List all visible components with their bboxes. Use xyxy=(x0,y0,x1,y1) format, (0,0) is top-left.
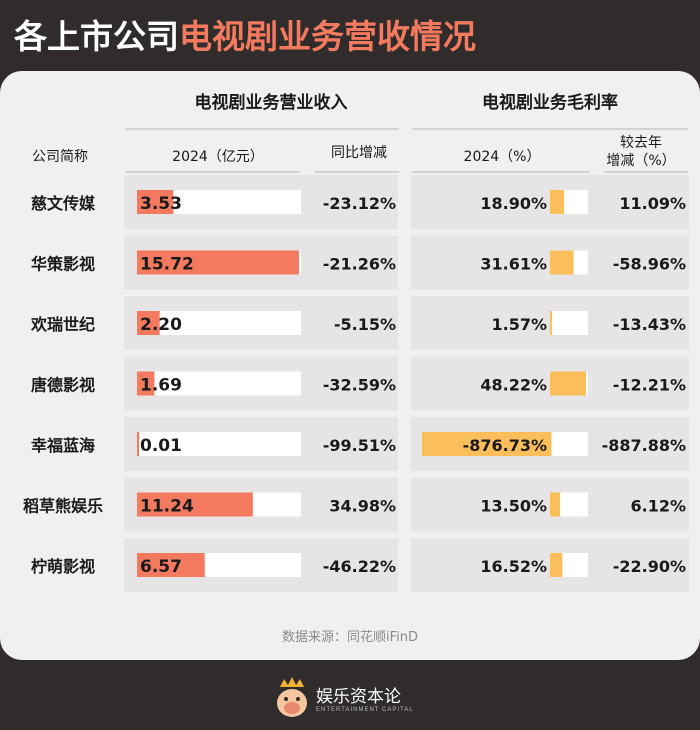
revenue-change-value: -32.59% xyxy=(323,376,396,395)
title-orange-part: 电视剧业务营收情况 xyxy=(179,17,476,56)
revenue-change-column-header: 同比增减 xyxy=(331,145,387,161)
revenue-bar xyxy=(137,553,205,577)
margin-bar-track xyxy=(550,311,588,335)
margin-change-header-line2: 增减（%） xyxy=(606,153,675,169)
margin-value: 1.57% xyxy=(491,315,547,334)
revenue-value: 0.01 xyxy=(140,436,182,456)
revenue-value: 6.57 xyxy=(140,557,182,577)
revenue-value: 15.72 xyxy=(140,255,194,275)
revenue-group-header: 电视剧业务营业收入 xyxy=(195,92,348,113)
revenue-bar xyxy=(137,190,174,214)
revenue-value: 1.69 xyxy=(140,376,182,396)
footer-brand: 娱乐资本论 ENTERTAINMENT CAPITAL xyxy=(316,682,414,713)
margin-bar xyxy=(550,311,552,335)
revenue-change-value: 34.98% xyxy=(329,497,396,516)
mascot-logo-icon xyxy=(277,677,307,717)
margin-value: -876.73% xyxy=(463,436,547,455)
revenue-value: 2.20 xyxy=(140,315,182,335)
page-title: 各上市公司电视剧业务营收情况 xyxy=(14,10,476,64)
company-name: 华策影视 xyxy=(31,255,95,274)
margin-bar xyxy=(550,371,586,396)
company-name: 柠萌影视 xyxy=(31,557,95,576)
margin-column-header: 2024（%） xyxy=(464,149,541,165)
table-card: 电视剧业务营业收入 电视剧业务毛利率公司简称 2024（亿元） 同比增减 2024（%）… xyxy=(0,71,700,660)
revenue-bar xyxy=(137,492,253,517)
revenue-bar-track xyxy=(137,432,301,456)
margin-value: 18.90% xyxy=(480,194,547,213)
revenue-bar-track xyxy=(137,311,301,335)
margin-change-value: 6.12% xyxy=(630,497,686,516)
margin-change-value: -12.21% xyxy=(613,376,686,395)
margin-value: 31.61% xyxy=(480,255,547,274)
margin-group-header: 电视剧业务毛利率 xyxy=(482,92,618,113)
company-name: 稻草熊娱乐 xyxy=(23,497,103,516)
revenue-bar xyxy=(137,250,299,275)
margin-change-value: -13.43% xyxy=(613,315,686,334)
margin-change-value: -887.88% xyxy=(602,436,686,455)
revenue-bar xyxy=(137,311,160,335)
margin-change-header-line1: 较去年 xyxy=(620,135,662,151)
revenue-change-value: -23.12% xyxy=(323,194,396,213)
company-name: 慈文传媒 xyxy=(31,194,96,213)
margin-bar xyxy=(422,432,552,456)
revenue-value: 3.53 xyxy=(140,194,182,214)
margin-change-value: -58.96% xyxy=(613,255,686,274)
revenue-bar-track xyxy=(137,371,301,396)
margin-change-value: -22.90% xyxy=(613,557,686,576)
revenue-column-header: 2024（亿元） xyxy=(172,149,264,165)
margin-bar-track xyxy=(550,432,588,456)
margin-bar xyxy=(550,492,561,517)
revenue-bar xyxy=(137,371,155,396)
revenue-bar xyxy=(137,432,139,456)
margin-value: 48.22% xyxy=(480,376,547,395)
footer-brand-cn: 娱乐资本论 xyxy=(316,687,401,707)
revenue-change-value: -21.26% xyxy=(323,255,396,274)
company-column-header: 公司简称 xyxy=(32,148,88,165)
revenue-change-value: -99.51% xyxy=(323,436,396,455)
margin-bar xyxy=(550,190,565,214)
margin-bar xyxy=(550,250,574,275)
data-source-note: 数据来源：同花顺iFinD xyxy=(281,630,418,645)
revenue-value: 11.24 xyxy=(140,497,194,517)
footer-brand-en: ENTERTAINMENT CAPITAL xyxy=(316,707,414,713)
margin-bar xyxy=(550,553,563,577)
revenue-change-value: -46.22% xyxy=(323,557,396,576)
title-white-part: 各上市公司 xyxy=(14,17,179,56)
company-name: 幸福蓝海 xyxy=(31,436,95,455)
revenue-change-value: -5.15% xyxy=(334,315,396,334)
margin-value: 13.50% xyxy=(480,497,547,516)
company-name: 欢瑞世纪 xyxy=(30,315,95,334)
company-name: 唐德影视 xyxy=(31,376,95,395)
margin-change-value: 11.09% xyxy=(619,194,686,213)
margin-value: 16.52% xyxy=(480,557,547,576)
